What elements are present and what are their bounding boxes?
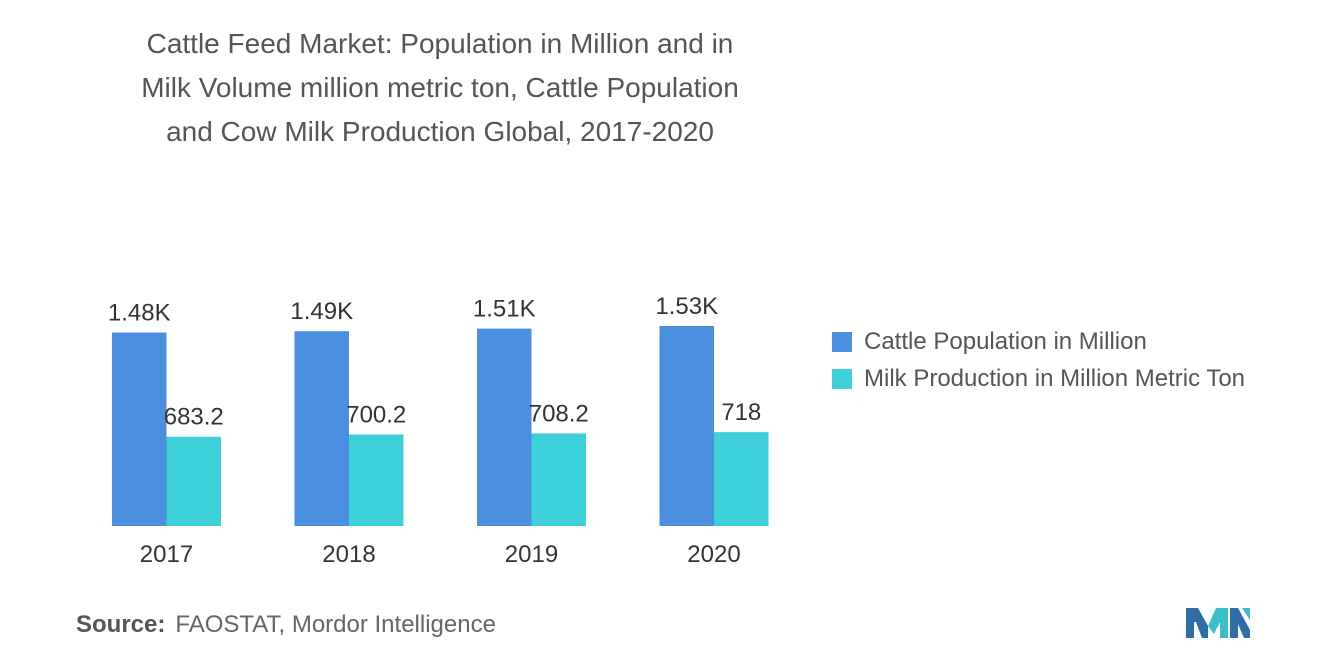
legend-item-cattle: Cattle Population in Million: [832, 323, 1245, 360]
source-label: Source:: [76, 611, 166, 638]
x-tick-label-2020: 2020: [687, 541, 740, 568]
chart-title: Cattle Feed Market: Population in Millio…: [141, 28, 739, 147]
data-label-milk-2019: 708.2: [529, 400, 589, 427]
legend-label-milk: Milk Production in Million Metric Ton: [864, 364, 1246, 392]
bar-cattle-2018: [294, 331, 349, 526]
x-tick-label-2017: 2017: [140, 541, 193, 568]
data-label-cattle-2018: 1.49K: [290, 298, 353, 325]
data-label-milk-2020: 718: [721, 399, 761, 426]
bar-milk-2020: [714, 432, 769, 526]
bar-cattle-2017: [112, 332, 167, 526]
data-label-cattle-2017: 1.48K: [108, 300, 171, 327]
x-tick-label-2018: 2018: [322, 541, 375, 568]
legend-item-milk: Milk Production in Million Metric Ton: [832, 360, 1245, 397]
data-label-milk-2018: 700.2: [346, 401, 406, 428]
data-label-cattle-2019: 1.51K: [473, 296, 536, 323]
bar-milk-2017: [166, 436, 221, 526]
bar-cattle-2019: [477, 328, 532, 526]
legend-swatch-cattle: [832, 331, 852, 352]
legend-label-cattle: Cattle Population in Million: [864, 327, 1147, 355]
mordor-logo-icon: [1186, 608, 1250, 638]
data-label-cattle-2020: 1.53K: [655, 293, 718, 320]
source-note: Source: FAOSTAT, Mordor Intelligence: [76, 611, 496, 639]
legend: Cattle Population in Million Milk Produc…: [832, 323, 1245, 397]
x-tick-label-2019: 2019: [505, 541, 558, 568]
data-label-milk-2017: 683.2: [164, 404, 224, 431]
legend-swatch-milk: [832, 368, 852, 389]
bar-milk-2019: [531, 433, 586, 526]
source-text: FAOSTAT, Mordor Intelligence: [175, 611, 496, 638]
bar-cattle-2020: [659, 326, 714, 526]
bar-milk-2018: [349, 434, 404, 526]
